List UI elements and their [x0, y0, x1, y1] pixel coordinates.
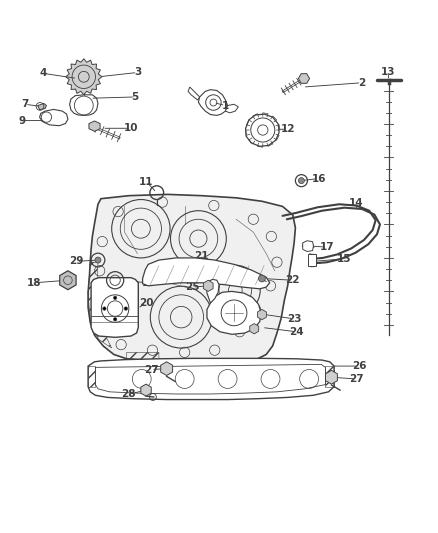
Text: 13: 13 — [381, 68, 396, 77]
Polygon shape — [258, 310, 266, 320]
Text: 27: 27 — [144, 365, 159, 375]
Circle shape — [102, 307, 106, 310]
Polygon shape — [188, 87, 200, 100]
Polygon shape — [161, 362, 173, 376]
Text: 23: 23 — [287, 314, 301, 324]
Polygon shape — [325, 370, 337, 384]
Polygon shape — [66, 59, 102, 95]
Text: 4: 4 — [39, 68, 47, 78]
Circle shape — [258, 275, 265, 282]
Polygon shape — [198, 90, 228, 116]
Polygon shape — [226, 104, 238, 113]
Text: 14: 14 — [349, 198, 364, 208]
Text: 10: 10 — [124, 123, 138, 133]
Text: 5: 5 — [132, 92, 139, 102]
Circle shape — [95, 257, 101, 263]
Circle shape — [113, 318, 117, 321]
Text: 7: 7 — [21, 99, 28, 109]
Text: 16: 16 — [311, 174, 326, 183]
Text: 24: 24 — [289, 327, 304, 337]
Text: 1: 1 — [222, 101, 229, 110]
Polygon shape — [141, 384, 151, 396]
Text: 15: 15 — [337, 254, 352, 264]
Text: 20: 20 — [139, 298, 153, 308]
Text: 3: 3 — [134, 68, 141, 77]
Polygon shape — [308, 254, 316, 265]
Text: 25: 25 — [185, 282, 200, 292]
Text: 22: 22 — [286, 275, 300, 285]
Text: 19: 19 — [142, 278, 157, 288]
Polygon shape — [303, 241, 314, 252]
Circle shape — [124, 307, 127, 310]
Text: 18: 18 — [26, 278, 41, 288]
Polygon shape — [250, 324, 259, 334]
Circle shape — [298, 177, 304, 184]
Polygon shape — [89, 121, 100, 131]
Polygon shape — [298, 74, 310, 83]
Polygon shape — [206, 279, 219, 303]
Polygon shape — [207, 292, 261, 334]
Polygon shape — [88, 195, 295, 361]
Text: 27: 27 — [349, 374, 364, 384]
Polygon shape — [246, 114, 279, 147]
Text: 11: 11 — [139, 176, 153, 187]
Text: 12: 12 — [280, 124, 295, 134]
Polygon shape — [70, 95, 98, 116]
Polygon shape — [60, 271, 76, 289]
Circle shape — [113, 296, 117, 300]
Polygon shape — [203, 280, 213, 292]
Text: 17: 17 — [320, 242, 335, 252]
Polygon shape — [143, 258, 270, 289]
Text: 29: 29 — [69, 256, 84, 266]
Polygon shape — [91, 278, 138, 337]
Polygon shape — [39, 109, 68, 126]
Text: 28: 28 — [121, 390, 135, 399]
Text: 21: 21 — [194, 251, 209, 261]
Text: 9: 9 — [19, 116, 26, 126]
Polygon shape — [38, 103, 46, 110]
Polygon shape — [88, 358, 334, 400]
Text: 2: 2 — [358, 78, 365, 88]
Text: 26: 26 — [353, 361, 367, 371]
